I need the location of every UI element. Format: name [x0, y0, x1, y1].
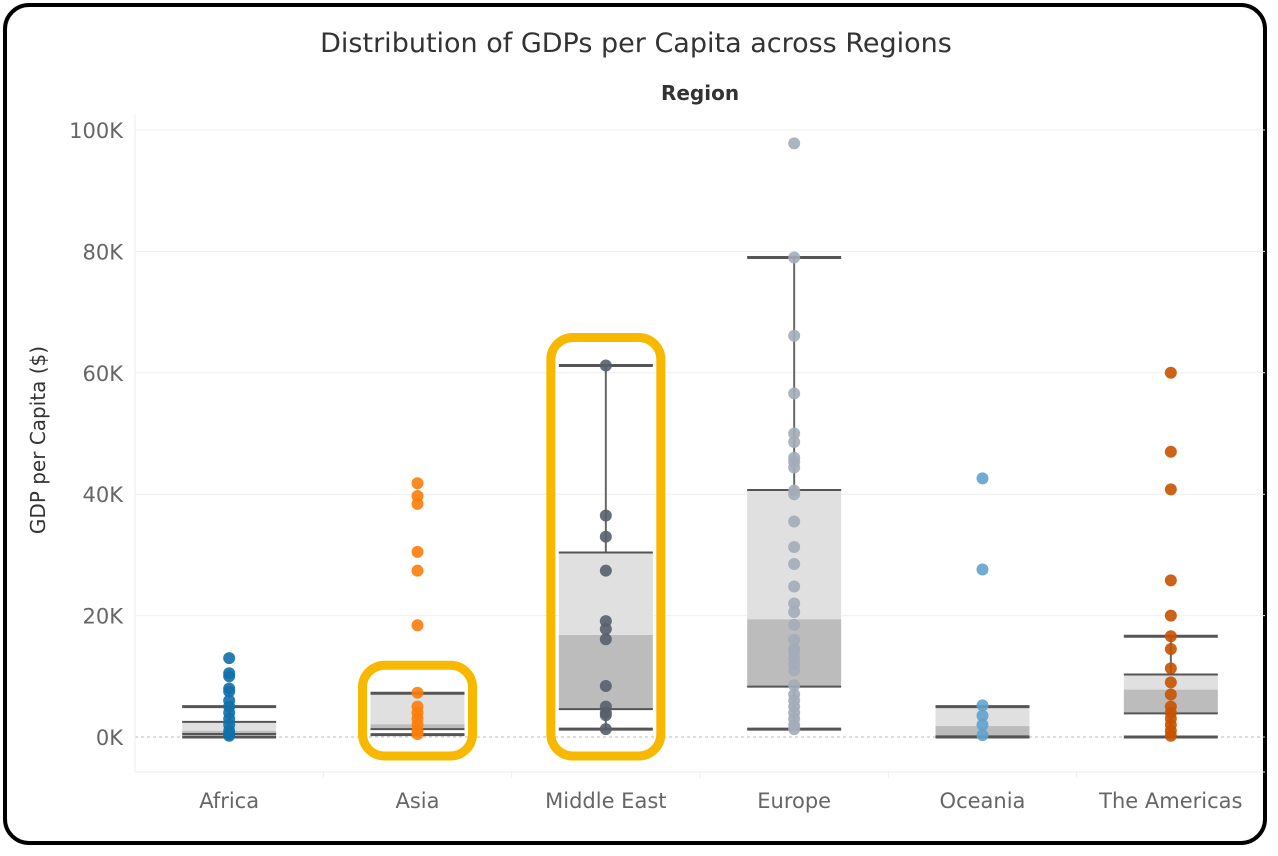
- data-point-asia: [411, 497, 424, 510]
- data-point-oceania: [976, 472, 989, 485]
- data-point-the-americas: [1164, 642, 1177, 655]
- data-point-europe: [788, 580, 801, 593]
- x-tick-label-africa: Africa: [199, 789, 259, 813]
- data-point-the-americas: [1164, 445, 1177, 458]
- data-point-middle-east: [599, 709, 612, 722]
- y-tick-label: 0K: [96, 726, 124, 750]
- data-point-the-americas: [1164, 483, 1177, 496]
- data-point-europe: [788, 137, 801, 150]
- data-point-europe: [788, 435, 801, 448]
- data-point-the-americas: [1164, 574, 1177, 587]
- data-point-europe: [788, 633, 801, 646]
- chart-frame: [3, 3, 1267, 845]
- y-tick-label: 80K: [83, 240, 125, 264]
- data-point-middle-east: [599, 622, 612, 635]
- y-tick-label: 100K: [69, 119, 124, 143]
- y-tick-label: 20K: [83, 605, 125, 629]
- data-point-europe: [788, 387, 801, 400]
- data-point-europe: [788, 515, 801, 528]
- data-point-oceania: [976, 729, 989, 742]
- data-point-europe: [788, 558, 801, 571]
- data-point-oceania: [976, 718, 989, 731]
- x-tick-label-the-americas: The Americas: [1098, 789, 1242, 813]
- data-point-middle-east: [599, 509, 612, 522]
- data-point-middle-east: [599, 359, 612, 372]
- data-point-the-americas: [1164, 366, 1177, 379]
- data-point-asia: [411, 686, 424, 699]
- data-point-europe: [788, 605, 801, 618]
- data-point-oceania: [976, 709, 989, 722]
- data-point-europe: [788, 664, 801, 677]
- data-point-the-americas: [1164, 662, 1177, 675]
- data-point-europe: [788, 251, 801, 264]
- data-point-asia: [411, 477, 424, 490]
- data-point-europe: [788, 597, 801, 610]
- data-point-middle-east: [599, 564, 612, 577]
- x-tick-label-middle-east: Middle East: [545, 789, 666, 813]
- data-point-oceania: [976, 563, 989, 576]
- column-header: Region: [661, 81, 739, 105]
- data-point-europe: [788, 723, 801, 736]
- data-point-africa: [223, 685, 236, 698]
- data-point-middle-east: [599, 723, 612, 736]
- data-point-asia: [411, 545, 424, 558]
- data-point-europe: [788, 461, 801, 474]
- data-point-the-americas: [1164, 630, 1177, 643]
- data-point-middle-east: [599, 530, 612, 543]
- data-point-europe: [788, 679, 801, 692]
- y-tick-label: 60K: [83, 362, 125, 386]
- data-point-the-americas: [1164, 676, 1177, 689]
- data-point-middle-east: [599, 633, 612, 646]
- data-point-the-americas: [1164, 609, 1177, 622]
- data-point-africa: [223, 652, 236, 665]
- data-point-europe: [788, 488, 801, 501]
- y-axis-label: GDP per Capita ($): [26, 346, 50, 534]
- data-point-africa: [223, 729, 236, 742]
- highlight-box-middle-east: [546, 333, 666, 761]
- data-point-oceania: [976, 699, 989, 712]
- highlight-box-asia: [358, 660, 477, 761]
- x-tick-label-oceania: Oceania: [940, 789, 1026, 813]
- data-point-europe: [788, 541, 801, 554]
- data-point-europe: [788, 618, 801, 631]
- data-point-europe: [788, 329, 801, 342]
- data-point-the-americas: [1164, 729, 1177, 742]
- box-lower-middle-east: [558, 635, 653, 710]
- data-point-asia: [411, 564, 424, 577]
- x-tick-label-asia: Asia: [395, 789, 439, 813]
- data-point-africa: [223, 670, 236, 683]
- chart-title: Distribution of GDPs per Capita across R…: [320, 28, 952, 59]
- data-point-middle-east: [599, 680, 612, 693]
- x-tick-label-europe: Europe: [757, 789, 831, 813]
- data-point-the-americas: [1164, 688, 1177, 701]
- data-point-asia: [411, 727, 424, 740]
- y-tick-label: 40K: [83, 483, 125, 507]
- data-point-asia: [411, 619, 424, 632]
- data-point-europe: [788, 427, 801, 440]
